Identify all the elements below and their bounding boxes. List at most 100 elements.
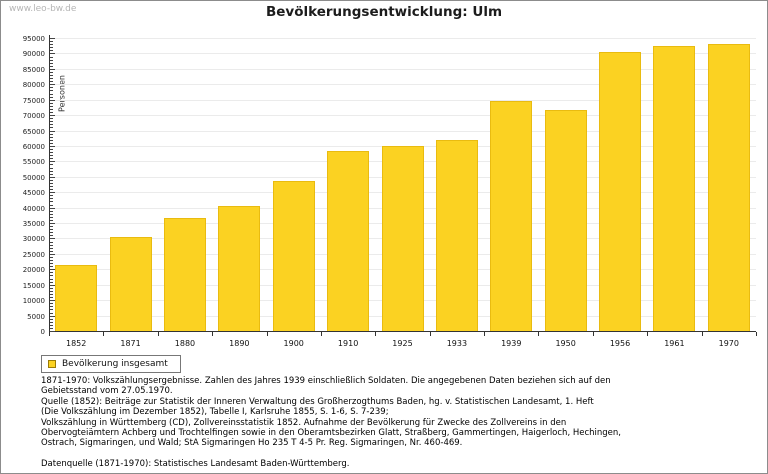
y-axis-tick <box>50 99 55 101</box>
y-axis-tick <box>50 331 55 332</box>
y-axis-tick <box>50 186 53 188</box>
y-axis-tick <box>50 216 53 218</box>
y-axis-tick <box>50 189 53 191</box>
y-axis-tick <box>50 281 53 283</box>
y-axis-tick <box>50 226 53 228</box>
y-axis-tick <box>50 182 53 184</box>
footer-note-line: 1871-1970: Volkszählungsergebnisse. Zahl… <box>41 376 611 386</box>
y-axis-tick <box>50 244 53 246</box>
y-axis-tick <box>50 170 53 172</box>
y-axis-tick <box>50 115 55 117</box>
y-axis-tick <box>50 219 53 221</box>
y-axis-label: 40000 <box>22 204 45 213</box>
y-axis-tick <box>50 108 53 110</box>
y-axis-label: 35000 <box>22 220 45 229</box>
y-axis-tick <box>50 318 53 320</box>
site-watermark: www.leo-bw.de <box>9 4 77 14</box>
y-axis-tick <box>50 201 53 203</box>
y-axis-label: 15000 <box>22 281 45 290</box>
y-axis-tick <box>50 297 53 299</box>
y-axis-tick <box>50 256 53 258</box>
x-axis-tick <box>212 332 214 336</box>
y-axis-tick <box>50 56 53 58</box>
y-axis-tick <box>50 75 53 77</box>
y-gridline <box>50 84 756 86</box>
y-axis-line <box>49 35 50 333</box>
y-axis-label: 75000 <box>22 96 45 105</box>
y-axis-tick <box>50 164 53 166</box>
x-axis-tick <box>538 332 540 336</box>
footer-note-line: Obervogteiämtern Achberg und Trochtelfin… <box>41 428 621 439</box>
x-axis-label: 1956 <box>609 339 631 348</box>
bar <box>707 44 750 331</box>
x-axis-tick <box>103 332 105 336</box>
y-axis-tick <box>50 260 53 262</box>
y-axis-tick <box>50 81 53 83</box>
y-axis-tick <box>50 145 55 147</box>
y-axis-tick <box>50 118 53 120</box>
y-gridline <box>50 115 756 117</box>
y-axis-tick <box>50 127 53 129</box>
y-axis-tick <box>50 112 53 114</box>
y-axis-label: 55000 <box>22 158 45 167</box>
y-axis-tick <box>50 321 53 323</box>
y-axis-tick <box>50 303 53 305</box>
y-axis-tick <box>50 272 53 274</box>
y-axis-label: 25000 <box>22 250 45 259</box>
x-axis-label: 1890 <box>229 339 250 348</box>
bar <box>218 206 261 331</box>
y-axis-label: 95000 <box>22 35 45 43</box>
footer-note-line: Ostrach, Sigmaringen, und Wald; StA Sigm… <box>41 438 463 449</box>
y-axis-tick <box>50 158 53 160</box>
y-axis-tick <box>50 149 53 151</box>
y-axis-tick <box>50 287 53 289</box>
y-axis-tick <box>50 65 53 67</box>
x-axis-tick <box>429 332 431 336</box>
y-axis-tick <box>50 130 55 132</box>
y-axis-tick <box>50 78 53 80</box>
x-axis-tick <box>592 332 594 336</box>
y-axis-tick <box>50 53 55 55</box>
y-axis-tick <box>50 133 53 135</box>
y-axis-label: 10000 <box>22 297 45 306</box>
y-axis-tick <box>50 198 53 200</box>
y-axis-tick <box>50 300 55 302</box>
y-axis-tick <box>50 44 53 46</box>
bar <box>163 218 206 331</box>
y-axis-tick <box>50 62 53 64</box>
footer-notes: 1871-1970: Volkszählungsergebnisse. Zahl… <box>41 376 753 469</box>
legend-label: Bevölkerung insgesamt <box>62 359 168 369</box>
footer-datasource: Datenquelle (1871-1970): Statistisches L… <box>41 458 350 469</box>
y-axis-label: 30000 <box>22 235 45 244</box>
y-axis-label: 20000 <box>22 266 45 275</box>
legend-box: Bevölkerung insgesamt <box>41 355 181 373</box>
x-axis-tick <box>49 332 50 336</box>
bar <box>490 101 533 331</box>
y-axis-label: 45000 <box>22 189 45 198</box>
bar <box>272 181 315 331</box>
y-axis-label: 50000 <box>22 173 45 182</box>
y-axis-tick <box>50 210 53 212</box>
y-axis-tick <box>50 93 53 95</box>
y-gridline <box>50 99 756 101</box>
y-gridline <box>50 130 756 132</box>
y-axis-label: 60000 <box>22 142 45 151</box>
y-axis-tick <box>50 290 53 292</box>
y-axis-tick <box>50 213 53 215</box>
y-axis-tick <box>50 223 55 225</box>
y-axis-tick <box>50 50 53 52</box>
footer-note-line: (Die Volkszählung im Dezember 1852), Tab… <box>41 407 389 418</box>
y-axis-tick <box>50 204 53 206</box>
y-axis-tick <box>50 278 53 280</box>
x-axis-tick <box>320 332 322 336</box>
footer-note-line: Quelle (1852): Beiträge zur Statistik de… <box>41 396 594 407</box>
y-axis-tick <box>50 136 53 138</box>
y-axis-tick <box>50 124 53 126</box>
y-axis-tick <box>50 139 53 141</box>
x-axis-label: 1910 <box>337 339 359 348</box>
y-axis-tick <box>50 47 53 49</box>
y-axis-tick <box>50 173 53 175</box>
y-axis-tick <box>50 229 53 231</box>
y-axis-tick <box>50 179 53 181</box>
